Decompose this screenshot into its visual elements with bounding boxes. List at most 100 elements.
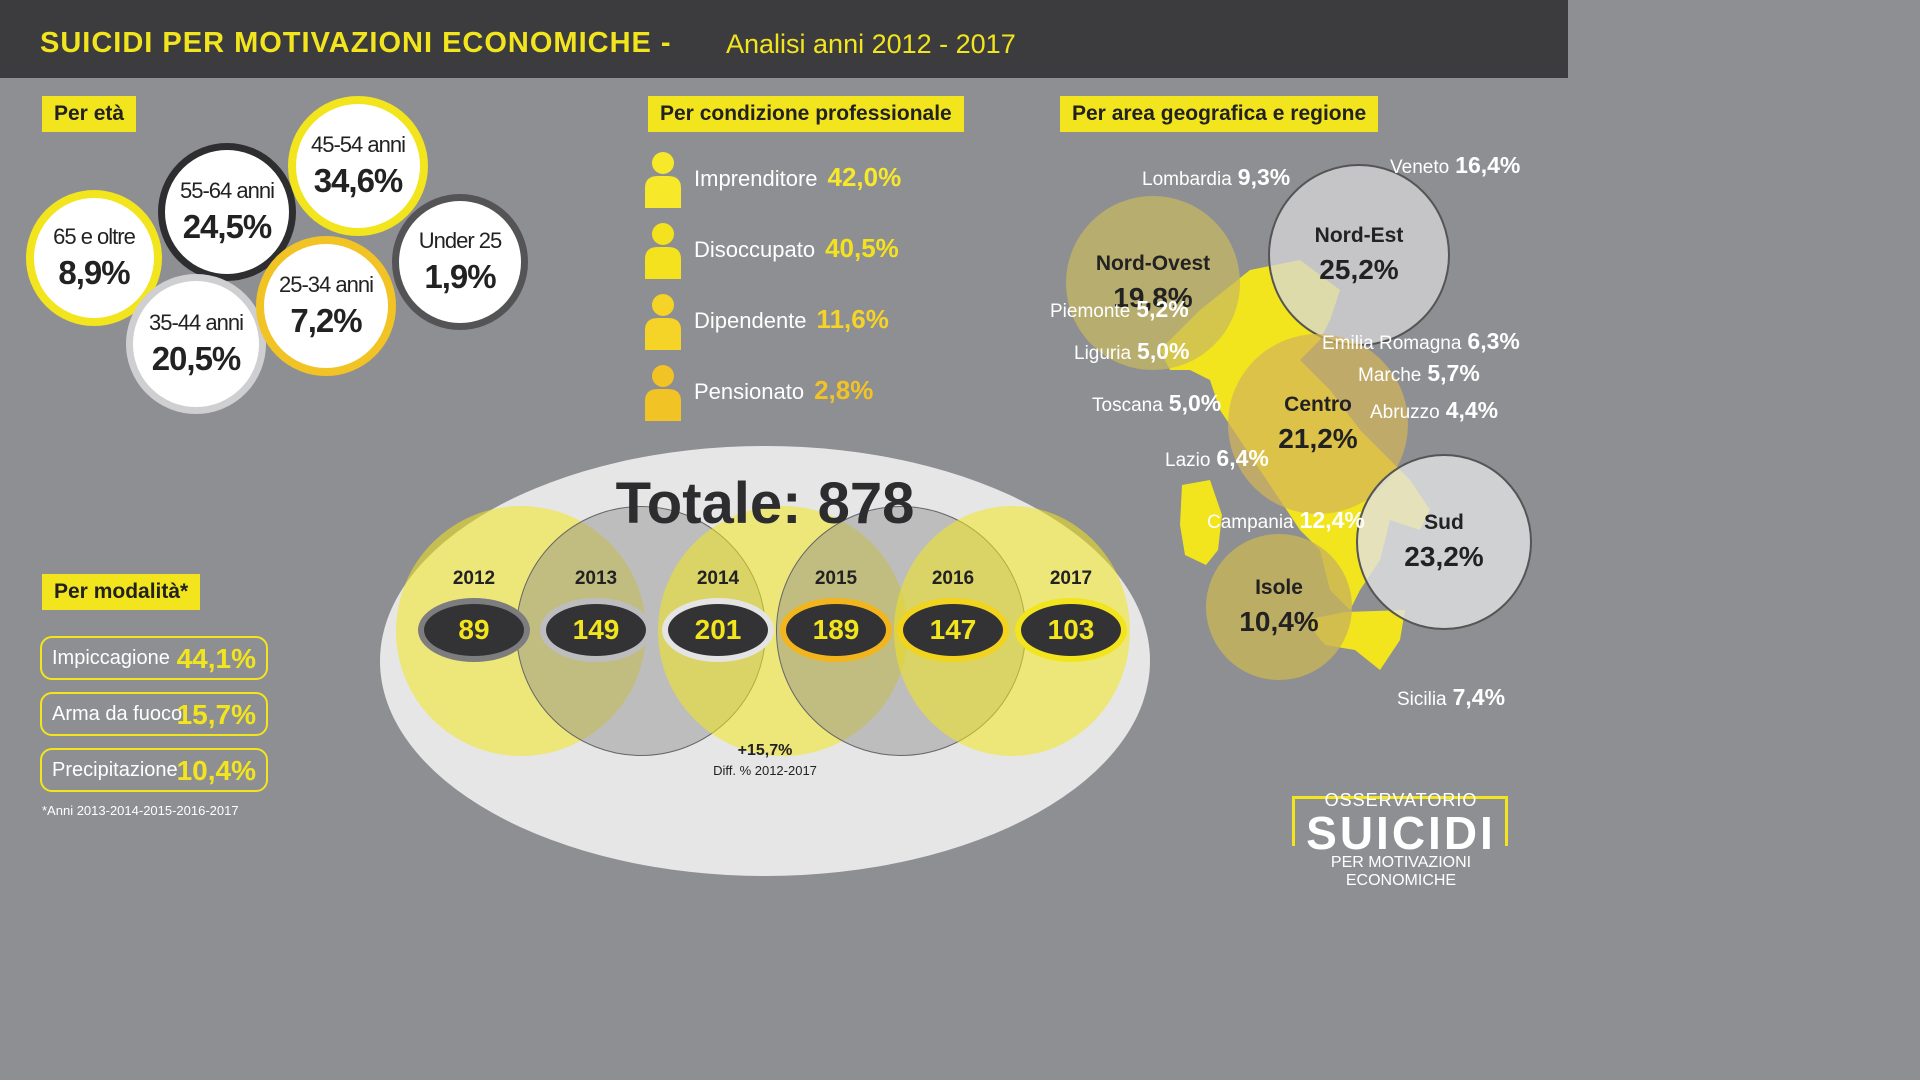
header-bar: SUICIDI PER MOTIVAZIONI ECONOMICHE - Ana…: [0, 0, 1568, 78]
prof-name: Imprenditore 42,0%: [694, 162, 902, 192]
region-piemonte: Piemonte 5,2%: [1050, 296, 1189, 322]
modalita-box-arma-da-fuoco: Arma da fuoco 15,7%: [40, 692, 268, 736]
prof-row-dipendente: Dipendente 11,6%: [640, 290, 960, 350]
geo-area-value: 21,2%: [1278, 423, 1358, 454]
person-icon: [645, 365, 681, 421]
geo-area-value: 25,2%: [1319, 254, 1399, 285]
age-bubble-label: 55-64 anni: [180, 178, 275, 203]
region-value: 12,4%: [1299, 507, 1365, 533]
eta-label: Per età: [42, 96, 137, 132]
region-value: 6,3%: [1467, 328, 1520, 354]
geo-area-value: 10,4%: [1239, 606, 1319, 637]
region-liguria: Liguria 5,0%: [1074, 338, 1190, 364]
age-bubble-35-44: 35-44 anni 20,5%: [126, 274, 266, 414]
geo-circle-nord-ovest: Nord-Ovest 19,8%: [1066, 196, 1240, 370]
age-bubble-label: 65 e oltre: [53, 224, 136, 249]
geo-area-name: Isole: [1255, 576, 1303, 599]
region-value: 7,4%: [1452, 684, 1506, 710]
region-value: 4,4%: [1445, 397, 1499, 423]
age-bubble-55-64: 55-64 anni 24,5%: [158, 143, 296, 281]
modalita-value: 10,4%: [176, 755, 256, 786]
prof-name: Disoccupato 40,5%: [694, 233, 899, 263]
geo-area-name: Centro: [1284, 393, 1352, 416]
prof-row-pensionato: Pensionato 2,8%: [640, 361, 960, 421]
modalita-value: 44,1%: [176, 643, 256, 674]
region-value: 16,4%: [1455, 152, 1521, 178]
region-value: 5,7%: [1427, 360, 1480, 386]
year-value: 149: [540, 598, 652, 662]
age-bubble-value: 7,2%: [290, 302, 362, 339]
geo-area-value: 19,8%: [1113, 282, 1193, 313]
geo-circle-centro: Centro 21,2%: [1228, 334, 1408, 514]
region-emilia-romagna: Emilia Romagna 6,3%: [1322, 328, 1520, 354]
age-bubble-value: 1,9%: [424, 258, 496, 295]
region-veneto: Veneto 16,4%: [1390, 152, 1521, 178]
region-value: 6,4%: [1216, 445, 1269, 471]
logo-frame: [1292, 796, 1508, 846]
logo-top-text: OSSERVATORIO: [1324, 790, 1478, 810]
person-icon: [645, 152, 681, 208]
year-value: 89: [418, 598, 530, 662]
diff-label: Diff. % 2012-2017: [713, 763, 817, 778]
region-lombardia: Lombardia 9,3%: [1142, 164, 1291, 190]
age-bubble-under-25: Under 25 1,9%: [392, 194, 528, 330]
year-value: 201: [662, 598, 774, 662]
modalita-label: Per modalità*: [42, 574, 201, 610]
year-label: 2015: [814, 568, 858, 589]
modalita-box-precipitazione: Precipitazione 10,4%: [40, 748, 268, 792]
region-value: 9,3%: [1237, 164, 1291, 190]
year-label: 2014: [696, 568, 740, 589]
region-lazio: Lazio 6,4%: [1165, 445, 1269, 471]
diff-value: +15,7%: [737, 742, 793, 759]
totale-label: Totale: 878: [615, 471, 915, 536]
person-icon: [645, 294, 681, 350]
modalita-name: Impiccagione: [52, 647, 170, 669]
person-icon: [645, 223, 681, 279]
age-bubble-label: 35-44 anni: [149, 310, 244, 335]
year-value: 103: [1015, 598, 1127, 662]
geo-circle-sud: Sud 23,2%: [1356, 454, 1532, 630]
age-bubble-25-34: 25-34 anni 7,2%: [256, 236, 396, 376]
prof-name: Dipendente 11,6%: [694, 304, 889, 334]
year-label: 2017: [1049, 568, 1093, 589]
age-bubble-value: 20,5%: [151, 340, 242, 377]
age-bubble-45-54: 45-54 anni 34,6%: [288, 96, 428, 236]
region-toscana: Toscana 5,0%: [1092, 390, 1222, 416]
geo-area-name: Nord-Est: [1314, 224, 1404, 247]
prof-row-imprenditore: Imprenditore 42,0%: [640, 148, 960, 208]
age-bubble-label: Under 25: [418, 228, 503, 253]
geo-area-name: Nord-Ovest: [1095, 252, 1211, 275]
age-bubble-label: 25-34 anni: [279, 272, 374, 297]
prof-row-disoccupato: Disoccupato 40,5%: [640, 219, 960, 279]
modalita-name: Arma da fuoco: [52, 703, 183, 725]
osservatorio-logo: OSSERVATORIO SUICIDI PER MOTIVAZIONI ECO…: [1288, 790, 1514, 889]
sardinia: [1180, 480, 1222, 565]
geo-circle-isole: Isole 10,4%: [1206, 534, 1352, 680]
region-sicilia: Sicilia 7,4%: [1397, 684, 1506, 710]
modalita-name: Precipitazione: [52, 759, 178, 781]
age-bubble-value: 8,9%: [58, 254, 130, 291]
prof-value: 42,0%: [827, 162, 902, 192]
prof-value: 11,6%: [816, 304, 889, 334]
professione-label: Per condizione professionale: [648, 96, 964, 132]
logo-bottom-text: PER MOTIVAZIONI ECONOMICHE: [1330, 854, 1472, 889]
logo-main-text: SUICIDI: [1306, 807, 1496, 859]
modalita-box-impiccagione: Impiccagione 44,1%: [40, 636, 268, 680]
region-abruzzo: Abruzzo 4,4%: [1370, 397, 1499, 423]
year-label: 2013: [574, 568, 618, 589]
year-value: 189: [780, 598, 892, 662]
modalita-footnote: *Anni 2013-2014-2015-2016-2017: [42, 803, 239, 818]
geo-area-name: Sud: [1424, 511, 1464, 534]
age-bubble-value: 34,6%: [313, 162, 404, 199]
page-title: SUICIDI PER MOTIVAZIONI ECONOMICHE -: [40, 27, 672, 59]
region-campania: Campania 12,4%: [1207, 507, 1365, 533]
geo-circle-nord-est: Nord-Est 25,2%: [1268, 164, 1450, 346]
age-bubble-65-plus: 65 e oltre 8,9%: [26, 190, 162, 326]
year-label: 2016: [931, 568, 975, 589]
region-marche: Marche 5,7%: [1358, 360, 1480, 386]
prof-value: 40,5%: [825, 233, 899, 263]
geo-label: Per area geografica e regione: [1060, 96, 1379, 132]
modalita-value: 15,7%: [176, 699, 256, 730]
region-value: 5,2%: [1136, 296, 1189, 322]
prof-value: 2,8%: [814, 375, 874, 405]
